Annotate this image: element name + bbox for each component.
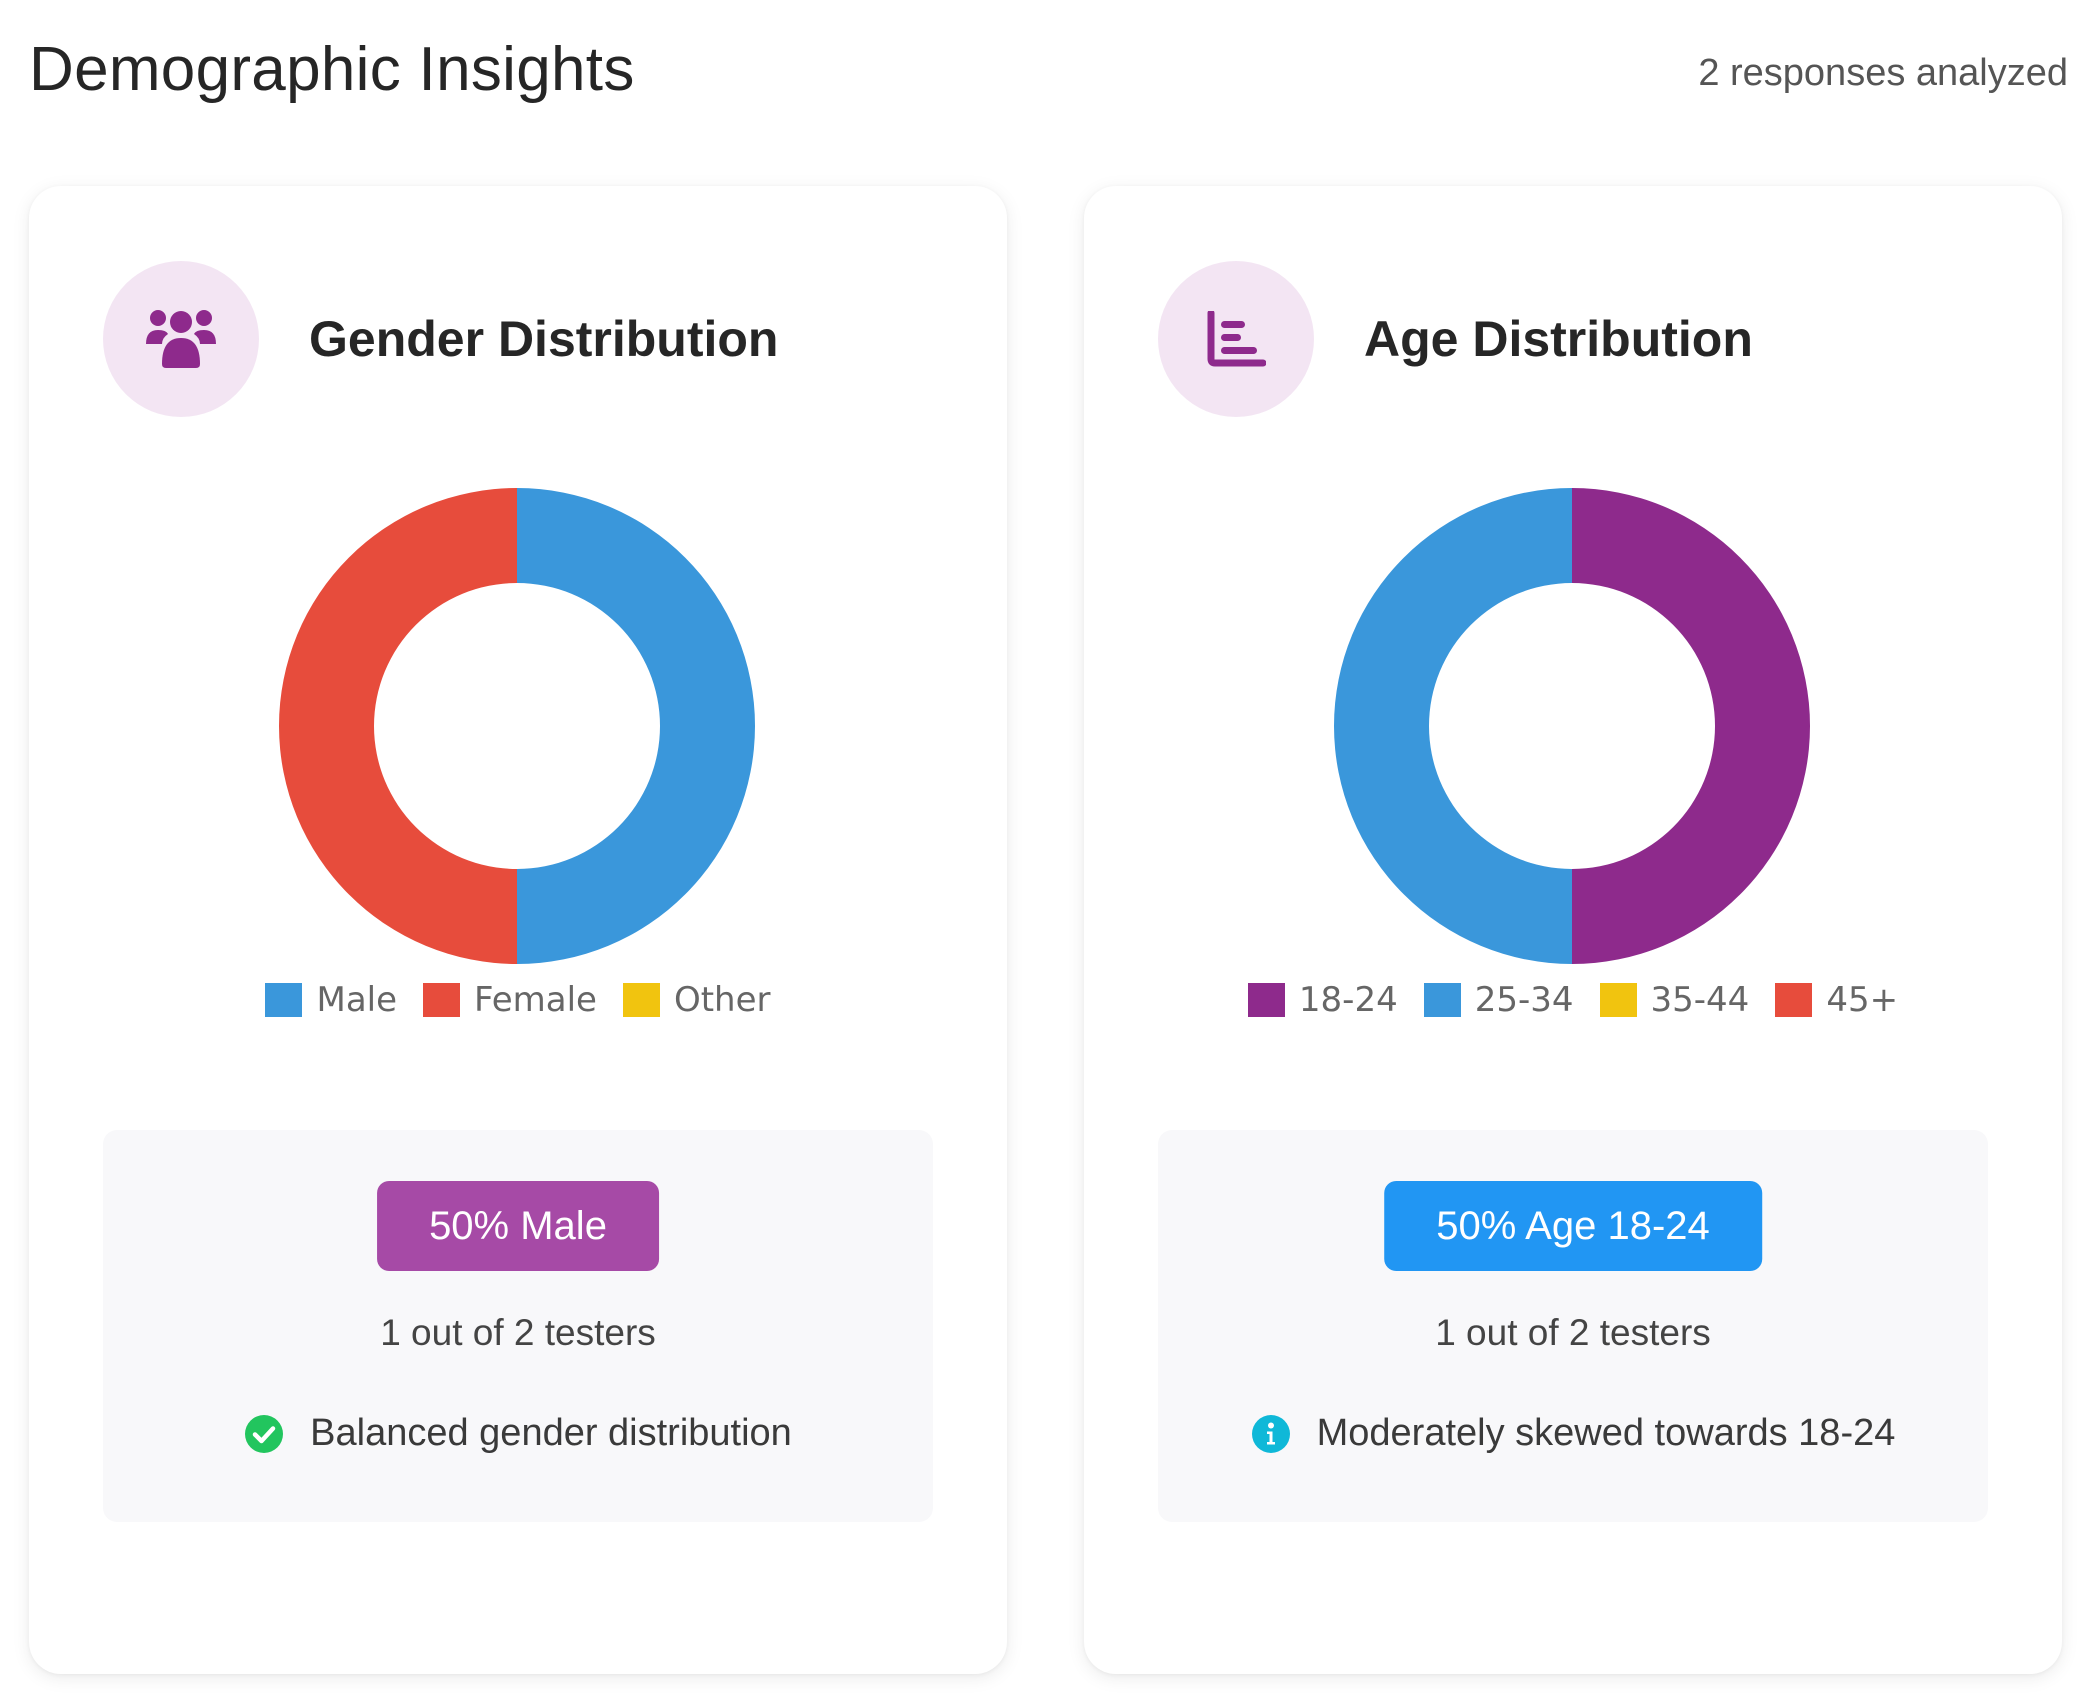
legend-label: 35-44: [1650, 980, 1750, 1020]
legend-swatch: [1775, 983, 1813, 1017]
legend-item-18-24[interactable]: 18-24: [1247, 980, 1398, 1020]
legend-label: Female: [474, 980, 597, 1020]
check-circle-icon: [245, 1414, 284, 1453]
legend-item-25-34[interactable]: 25-34: [1423, 980, 1574, 1020]
legend-swatch: [265, 983, 303, 1017]
legend-swatch: [622, 983, 660, 1017]
gender-note: Balanced gender distribution: [103, 1412, 933, 1455]
legend-item-male[interactable]: Male: [265, 980, 397, 1020]
legend-swatch: [1423, 983, 1461, 1017]
legend-item-45-[interactable]: 45+: [1775, 980, 1898, 1020]
info-circle-icon: [1251, 1414, 1290, 1453]
age-legend: 18-24 25-34 35-44 45+: [1084, 980, 2062, 1020]
age-donut-chart: [1334, 488, 1810, 964]
legend-label: 25-34: [1474, 980, 1574, 1020]
legend-swatch: [1247, 983, 1285, 1017]
bar-chart-icon: [1207, 311, 1266, 367]
donut-slice-25-34[interactable]: [1334, 488, 1572, 964]
legend-swatch: [1599, 983, 1637, 1017]
top-age-badge: 50% Age 18-24: [1384, 1181, 1762, 1271]
top-gender-badge: 50% Male: [377, 1181, 659, 1271]
age-note: Moderately skewed towards 18-24: [1158, 1412, 1988, 1455]
donut-slice-female[interactable]: [279, 488, 517, 964]
donut-slice-male[interactable]: [517, 488, 755, 964]
page-title: Demographic Insights: [29, 35, 635, 104]
gender-donut-chart: [279, 488, 755, 964]
legend-label: 18-24: [1298, 980, 1398, 1020]
gender-note-text: Balanced gender distribution: [310, 1412, 792, 1454]
legend-label: 45+: [1826, 980, 1899, 1020]
gender-distribution-card: Gender Distribution Male Female Other 50% …: [29, 186, 1007, 1674]
age-count-text: 1 out of 2 testers: [1435, 1312, 1711, 1353]
donut-slice-18-24[interactable]: [1572, 488, 1810, 964]
gender-legend: Male Female Other: [29, 980, 1007, 1020]
legend-swatch: [423, 983, 461, 1017]
responses-count: 2 responses analyzed: [1698, 52, 2068, 94]
legend-item-female[interactable]: Female: [423, 980, 597, 1020]
legend-item-35-44[interactable]: 35-44: [1599, 980, 1750, 1020]
users-icon: [146, 310, 216, 368]
age-summary-panel: 50% Age 18-24 1 out of 2 testers Moderat…: [1158, 1130, 1988, 1522]
legend-label: Other: [673, 980, 771, 1020]
card-title: Gender Distribution: [309, 311, 779, 367]
legend-item-other[interactable]: Other: [622, 980, 771, 1020]
gender-count-text: 1 out of 2 testers: [380, 1312, 656, 1353]
age-distribution-card: Age Distribution 18-24 25-34 35-44 45+ 50% …: [1084, 186, 2062, 1674]
age-note-text: Moderately skewed towards 18-24: [1316, 1412, 1896, 1454]
legend-label: Male: [316, 980, 398, 1020]
card-title: Age Distribution: [1364, 311, 1753, 367]
gender-summary-panel: 50% Male 1 out of 2 testers Balanced gen…: [103, 1130, 933, 1522]
gender-icon-badge: [103, 261, 259, 417]
age-icon-badge: [1158, 261, 1314, 417]
